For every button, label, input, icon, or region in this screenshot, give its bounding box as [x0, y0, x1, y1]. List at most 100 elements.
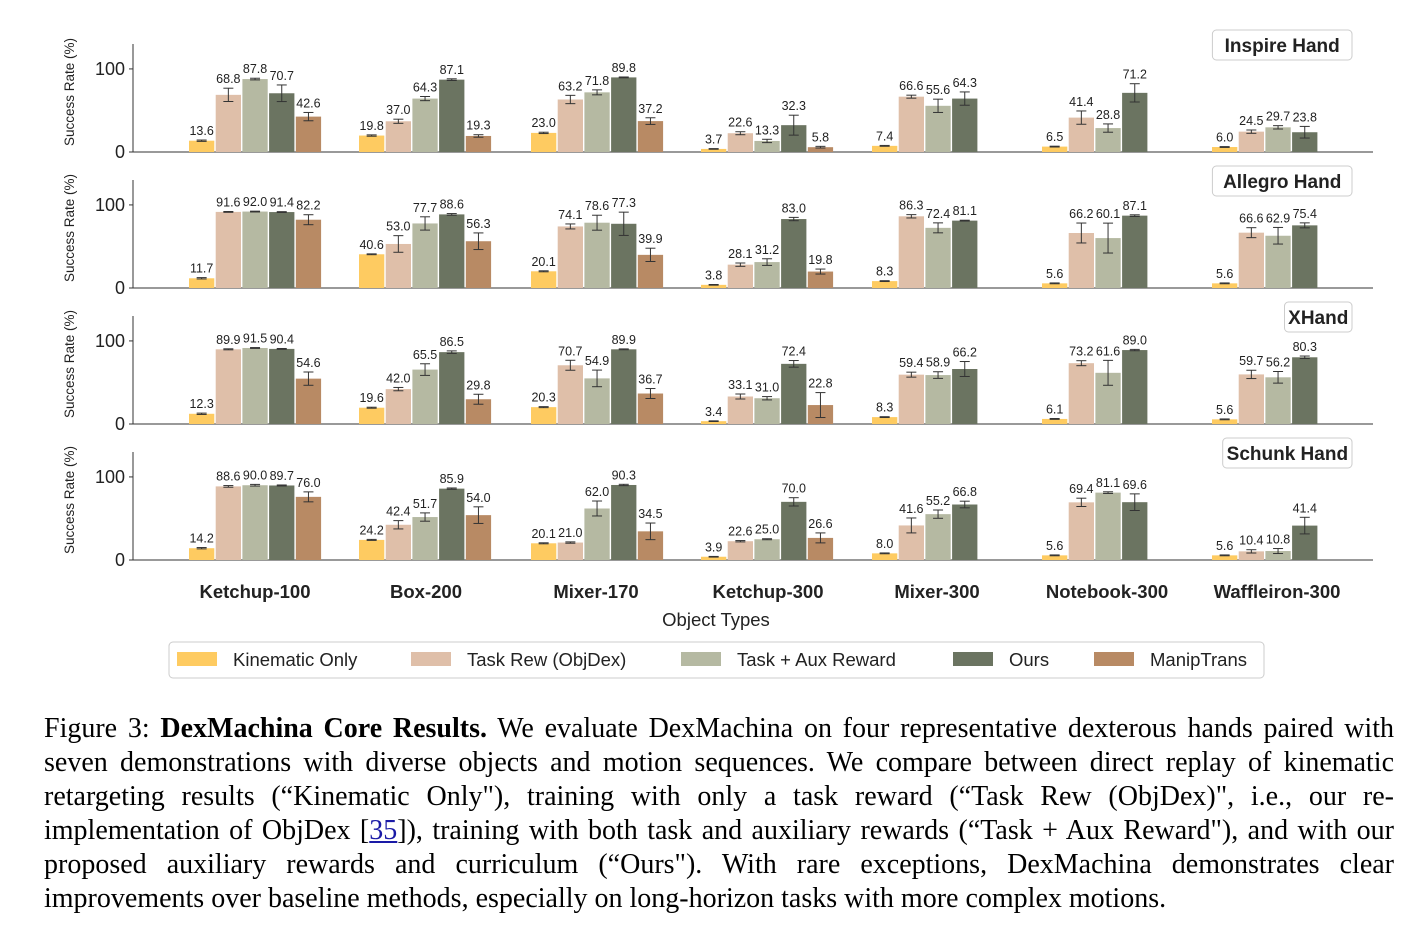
data-label: 86.3	[899, 199, 923, 213]
bar	[1095, 492, 1121, 560]
legend-swatch	[681, 652, 721, 666]
bar	[557, 365, 583, 424]
y-axis-label: Success Rate (%)	[62, 38, 77, 146]
data-label: 62.0	[585, 485, 609, 499]
bar	[385, 121, 411, 152]
bar	[807, 537, 834, 560]
data-label: 66.8	[953, 485, 977, 499]
data-label: 72.4	[926, 207, 950, 221]
data-label: 8.3	[876, 401, 893, 415]
bar	[531, 407, 557, 424]
x-tick-label: Ketchup-100	[199, 581, 310, 602]
bar	[295, 496, 322, 560]
bar	[781, 219, 807, 288]
data-label: 59.7	[1239, 354, 1263, 368]
bar	[1238, 374, 1264, 424]
data-label: 3.7	[705, 133, 722, 147]
data-label: 22.6	[728, 116, 752, 130]
bar	[1212, 419, 1238, 424]
data-label: 75.4	[1293, 207, 1317, 221]
bar	[242, 211, 268, 288]
data-label: 19.8	[808, 253, 832, 267]
bar	[189, 548, 215, 560]
figure: 0 100 Success Rate (%) Inspire Hand 13.6 68.8…	[62, 29, 1373, 679]
data-label: 32.3	[782, 99, 806, 113]
data-label: 71.8	[585, 74, 609, 88]
data-label: 6.1	[1046, 403, 1063, 417]
data-label: 89.7	[270, 469, 294, 483]
data-label: 5.6	[1216, 539, 1233, 553]
bar	[557, 99, 583, 152]
bar	[1042, 418, 1068, 424]
bar	[189, 413, 215, 424]
data-label: 56.2	[1266, 355, 1290, 369]
bar	[872, 417, 898, 424]
bar	[1122, 92, 1148, 152]
data-label: 24.5	[1239, 114, 1263, 128]
bar	[952, 369, 978, 424]
data-label: 87.1	[440, 63, 464, 77]
y-tick-label: 100	[95, 331, 125, 351]
data-label: 64.3	[953, 76, 977, 90]
legend-swatch	[411, 652, 451, 666]
y-tick-label: 100	[95, 195, 125, 215]
bar	[584, 92, 610, 152]
bar	[898, 96, 924, 152]
data-label: 41.4	[1293, 501, 1317, 515]
bar	[781, 501, 807, 560]
bar	[637, 121, 664, 152]
bar	[439, 352, 465, 424]
bar	[557, 542, 583, 560]
legend-label: Kinematic Only	[233, 649, 358, 670]
data-label: 69.6	[1123, 478, 1147, 492]
data-label: 81.1	[1096, 476, 1120, 490]
caption-text-end: ]), training with both task and auxiliar…	[44, 815, 1394, 914]
data-label: 3.4	[705, 405, 722, 419]
y-tick-label: 100	[95, 467, 125, 487]
legend-swatch	[177, 652, 217, 666]
bar	[727, 133, 753, 152]
data-label: 87.1	[1123, 199, 1147, 213]
bar	[1292, 225, 1318, 288]
legend-swatch	[1094, 652, 1134, 666]
data-label: 63.2	[558, 79, 582, 93]
bar	[412, 98, 438, 152]
data-label: 66.2	[1069, 207, 1093, 221]
bar	[754, 262, 780, 288]
data-label: 20.1	[531, 255, 555, 269]
data-label: 5.6	[1216, 403, 1233, 417]
x-tick-label: Mixer-300	[894, 581, 979, 602]
bar	[754, 140, 780, 152]
bar	[1212, 283, 1238, 288]
y-axis-label: Success Rate (%)	[62, 310, 77, 418]
data-label: 78.6	[585, 199, 609, 213]
data-label: 29.8	[466, 378, 490, 392]
data-label: 6.0	[1216, 131, 1233, 145]
data-label: 37.0	[386, 103, 410, 117]
data-label: 13.3	[755, 123, 779, 137]
data-label: 40.6	[359, 238, 383, 252]
data-label: 64.3	[413, 81, 437, 95]
bar	[1265, 377, 1291, 424]
bar	[269, 348, 295, 424]
y-tick-label: 0	[115, 550, 125, 570]
data-label: 83.0	[782, 201, 806, 215]
data-label: 55.6	[926, 83, 950, 97]
citation-link[interactable]: 35	[369, 815, 398, 846]
data-label: 66.2	[953, 346, 977, 360]
bar	[359, 135, 385, 152]
bar	[1042, 146, 1068, 152]
bar	[531, 132, 557, 152]
y-tick-label: 0	[115, 278, 125, 298]
bar	[872, 145, 898, 152]
data-label: 22.8	[808, 377, 832, 391]
data-label: 89.9	[216, 333, 240, 347]
data-label: 54.0	[466, 491, 490, 505]
figure-caption: Figure 3: DexMachina Core Results. We ev…	[44, 712, 1394, 916]
data-label: 70.7	[270, 69, 294, 83]
bar	[215, 486, 241, 560]
data-label: 59.4	[899, 356, 923, 370]
bar	[557, 226, 583, 288]
bar	[385, 389, 411, 424]
bar	[1122, 350, 1148, 424]
